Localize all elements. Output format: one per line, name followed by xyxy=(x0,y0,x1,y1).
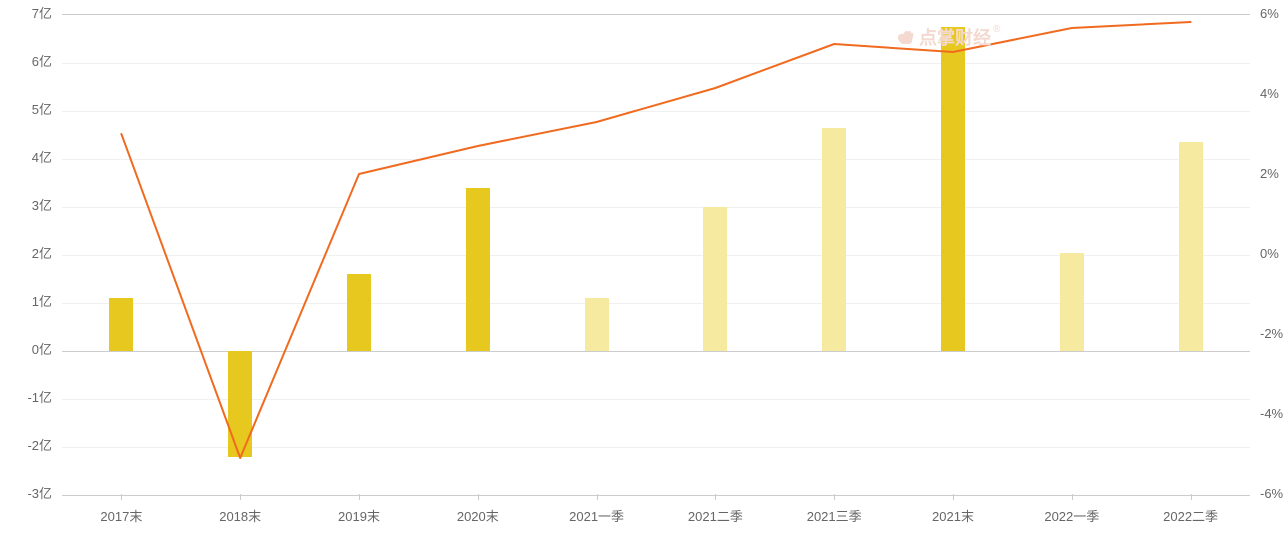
y-left-tick-label: 4亿 xyxy=(32,151,52,164)
gridline xyxy=(62,63,1250,64)
x-tick-mark xyxy=(597,494,598,500)
y-right-tick-label: -2% xyxy=(1260,327,1283,340)
x-tick-label: 2022一季 xyxy=(1044,506,1099,525)
y-right-tick-label: -4% xyxy=(1260,407,1283,420)
bar xyxy=(585,298,609,351)
y-right-tick-label: 6% xyxy=(1260,7,1279,20)
x-tick-label: 2020末 xyxy=(457,506,499,525)
x-tick-label: 2019末 xyxy=(338,506,380,525)
x-tick-label: 2021二季 xyxy=(688,506,743,525)
gridline xyxy=(62,207,1250,208)
gridline xyxy=(62,111,1250,112)
x-tick-label: 2022二季 xyxy=(1163,506,1218,525)
x-tick-mark xyxy=(834,494,835,500)
y-left-tick-label: -1亿 xyxy=(27,391,52,404)
bar xyxy=(228,351,252,457)
y-left-tick-label: 7亿 xyxy=(32,7,52,20)
x-tick-mark xyxy=(121,494,122,500)
bar xyxy=(109,298,133,351)
y-left-tick-label: 3亿 xyxy=(32,199,52,212)
bar xyxy=(347,274,371,351)
x-tick-mark xyxy=(359,494,360,500)
bar xyxy=(822,128,846,351)
x-tick-mark xyxy=(240,494,241,500)
y-right-tick-label: -6% xyxy=(1260,487,1283,500)
gridline xyxy=(62,159,1250,160)
combo-chart: 点掌财经® -3亿-2亿-1亿0亿1亿2亿3亿4亿5亿6亿7亿-6%-4%-2%… xyxy=(0,0,1284,536)
y-right-tick-label: 2% xyxy=(1260,167,1279,180)
y-left-tick-label: 6亿 xyxy=(32,55,52,68)
x-tick-mark xyxy=(1072,494,1073,500)
x-tick-mark xyxy=(1191,494,1192,500)
bar xyxy=(1060,253,1084,351)
bar xyxy=(703,207,727,351)
x-tick-label: 2018末 xyxy=(219,506,261,525)
y-right-tick-label: 4% xyxy=(1260,87,1279,100)
x-tick-label: 2021末 xyxy=(932,506,974,525)
x-tick-mark xyxy=(953,494,954,500)
y-left-tick-label: 1亿 xyxy=(32,295,52,308)
y-left-tick-label: 0亿 xyxy=(32,343,52,356)
y-left-tick-label: -3亿 xyxy=(27,487,52,500)
bar xyxy=(1179,142,1203,351)
y-left-tick-label: -2亿 xyxy=(27,439,52,452)
plot-area xyxy=(62,14,1250,496)
x-tick-mark xyxy=(715,494,716,500)
x-tick-mark xyxy=(478,494,479,500)
y-left-tick-label: 2亿 xyxy=(32,247,52,260)
x-tick-label: 2017末 xyxy=(100,506,142,525)
x-tick-label: 2021一季 xyxy=(569,506,624,525)
bar xyxy=(941,27,965,351)
x-tick-label: 2021三季 xyxy=(807,506,862,525)
y-left-tick-label: 5亿 xyxy=(32,103,52,116)
y-right-tick-label: 0% xyxy=(1260,247,1279,260)
bar xyxy=(466,188,490,351)
